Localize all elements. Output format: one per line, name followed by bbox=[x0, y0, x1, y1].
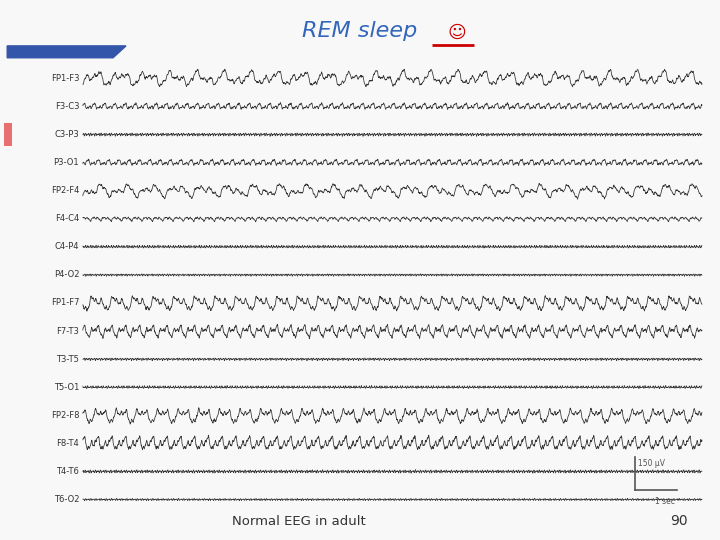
Text: 150 µV: 150 µV bbox=[638, 459, 665, 468]
Text: C3-P3: C3-P3 bbox=[55, 130, 79, 139]
Text: ☺: ☺ bbox=[447, 23, 466, 42]
Text: F4-C4: F4-C4 bbox=[55, 214, 79, 223]
Text: 1 sec: 1 sec bbox=[655, 497, 675, 506]
Text: REM sleep: REM sleep bbox=[302, 21, 418, 42]
Text: FP1-F3: FP1-F3 bbox=[50, 74, 79, 83]
Text: 90: 90 bbox=[670, 514, 688, 528]
Text: T5-O1: T5-O1 bbox=[54, 383, 79, 391]
Text: T4-T6: T4-T6 bbox=[56, 467, 79, 476]
Text: P4-O2: P4-O2 bbox=[54, 271, 79, 279]
Text: FP2-F8: FP2-F8 bbox=[50, 411, 79, 420]
Text: FP1-F7: FP1-F7 bbox=[50, 299, 79, 307]
Bar bbox=[4, 123, 12, 146]
Text: T6-O2: T6-O2 bbox=[54, 495, 79, 504]
Text: Normal EEG in adult: Normal EEG in adult bbox=[232, 515, 366, 528]
Text: F7-T3: F7-T3 bbox=[56, 327, 79, 335]
Text: FP2-F4: FP2-F4 bbox=[51, 186, 79, 195]
Text: P3-O1: P3-O1 bbox=[53, 158, 79, 167]
Text: T3-T5: T3-T5 bbox=[56, 355, 79, 363]
Text: F3-C3: F3-C3 bbox=[55, 102, 79, 111]
Polygon shape bbox=[7, 46, 126, 58]
Text: F8-T4: F8-T4 bbox=[56, 439, 79, 448]
Text: C4-P4: C4-P4 bbox=[55, 242, 79, 251]
